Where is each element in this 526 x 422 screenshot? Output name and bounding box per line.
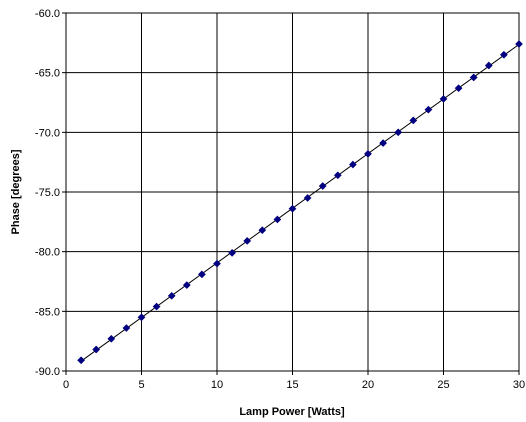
data-point [137,313,146,322]
data-point [107,334,116,343]
data-point [122,324,131,332]
data-point [333,171,342,180]
x-axis-title: Lamp Power [Watts] [239,406,345,418]
data-point [273,215,282,224]
x-tick-label: 20 [362,379,374,391]
y-tick-label: -70.0 [35,127,60,139]
x-tick-label: 25 [437,379,449,391]
x-tick-label: 10 [211,379,223,391]
x-tick-label: 15 [286,379,298,391]
data-point [197,270,206,279]
data-point [152,302,161,311]
y-tick-label: -80.0 [35,247,60,259]
y-tick-label: -85.0 [35,306,60,318]
trendline [80,43,520,362]
y-tick-label: -65.0 [35,68,60,80]
data-point [258,226,267,235]
x-tick-label: 30 [513,379,525,391]
data-point [348,160,357,169]
data-point [394,128,403,137]
y-tick-label: -60.0 [35,8,60,20]
data-point [439,94,448,103]
data-point [228,248,237,257]
x-tick-label: 0 [63,379,69,391]
data-point [379,139,388,148]
data-point [167,291,176,300]
y-tick-label: -75.0 [35,187,60,199]
data-point [364,149,372,158]
data-point [469,73,478,82]
data-point [424,105,433,114]
x-tick-label: 5 [138,379,144,391]
data-point [77,356,86,365]
data-point [499,50,508,59]
x-axis-ticks: 0 5 10 15 20 25 30 [63,371,525,391]
gridlines [66,13,519,371]
data-point [213,259,221,268]
data-point [515,40,523,48]
y-axis-title: Phase [degrees] [10,149,22,234]
data-point [243,236,252,245]
data-point [318,182,327,190]
y-tick-label: -90.0 [35,366,60,378]
data-point [303,194,312,202]
data-point [182,281,191,290]
trendline-segment [80,43,520,362]
data-point [484,61,493,70]
data-point [409,116,418,125]
data-point [92,345,101,354]
data-points [77,40,523,365]
data-point [454,84,463,93]
data-point [288,204,297,213]
y-axis-ticks: -90.0 -85.0 -80.0 -75.0 -70.0 -65.0 -60.0 [35,8,66,378]
